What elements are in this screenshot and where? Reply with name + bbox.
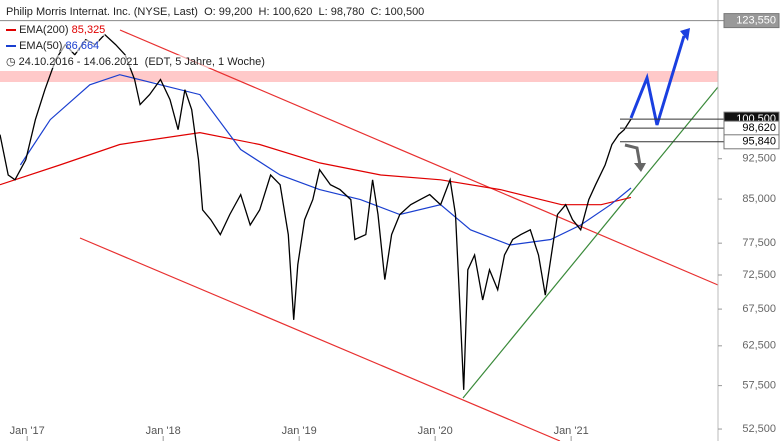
x-tick-label: Jan '21 xyxy=(554,425,589,437)
level-label: 123,550 xyxy=(736,15,776,27)
legend-name: EMA(50) xyxy=(19,40,63,52)
legend-swatch xyxy=(6,45,16,48)
y-tick-label: 77,500 xyxy=(742,237,776,249)
y-tick-label: 67,500 xyxy=(742,303,776,315)
level-box xyxy=(723,13,780,29)
level-box xyxy=(723,134,780,150)
level-label: 95,840 xyxy=(742,136,776,148)
arrow-head xyxy=(634,163,646,172)
legend-value: 86,664 xyxy=(65,40,100,52)
marks xyxy=(0,33,722,441)
down-arrow xyxy=(624,143,642,166)
resistance-zone xyxy=(0,71,718,82)
range-note: (EDT, 5 Jahre, 1 Woche) xyxy=(144,56,265,68)
x-tick-label: Jan '20 xyxy=(418,425,453,437)
channel-upper xyxy=(119,29,719,286)
y-tick-label: 85,000 xyxy=(742,193,776,205)
ohlc: C: 100,500 xyxy=(370,6,425,18)
legend-name: EMA(200) xyxy=(19,24,69,36)
trend-line xyxy=(462,86,719,399)
legend-entry: EMA(200) 85,325 xyxy=(6,24,106,36)
y-tick-label: 62,500 xyxy=(742,340,776,352)
title: Philip Morris Internat. Inc. (NYSE, Last… xyxy=(6,6,198,18)
y-tick-label: 72,500 xyxy=(742,269,776,281)
ema-line xyxy=(0,131,632,206)
y-tick-label: 92,500 xyxy=(742,153,776,165)
ema-line xyxy=(19,74,632,246)
range-line: ◷ 24.10.2016 - 14.06.2021 (EDT, 5 Jahre,… xyxy=(6,55,265,68)
legend-swatch xyxy=(6,29,16,32)
channel-lower xyxy=(79,237,561,441)
y-tick-label: 52,500 xyxy=(742,423,776,435)
price-line xyxy=(0,33,632,390)
x-tick-label: Jan '19 xyxy=(282,425,317,437)
x-tick-label: Jan '17 xyxy=(10,425,45,437)
header-line: Philip Morris Internat. Inc. (NYSE, Last… xyxy=(6,6,425,18)
legend-entry: EMA(50) 86,664 xyxy=(6,40,100,52)
forecast-arrow xyxy=(629,35,686,126)
y-tick-label: 57,500 xyxy=(742,380,776,392)
date-range: 24.10.2016 - 14.06.2021 xyxy=(18,56,139,68)
ohlc: H: 100,620 xyxy=(258,6,313,18)
ohlc: L: 98,780 xyxy=(318,6,365,18)
arrow-head xyxy=(680,28,690,41)
legend-value: 85,325 xyxy=(71,24,106,36)
ohlc: O: 99,200 xyxy=(204,6,253,18)
x-tick-label: Jan '18 xyxy=(146,425,181,437)
level-label: 98,620 xyxy=(742,122,776,134)
